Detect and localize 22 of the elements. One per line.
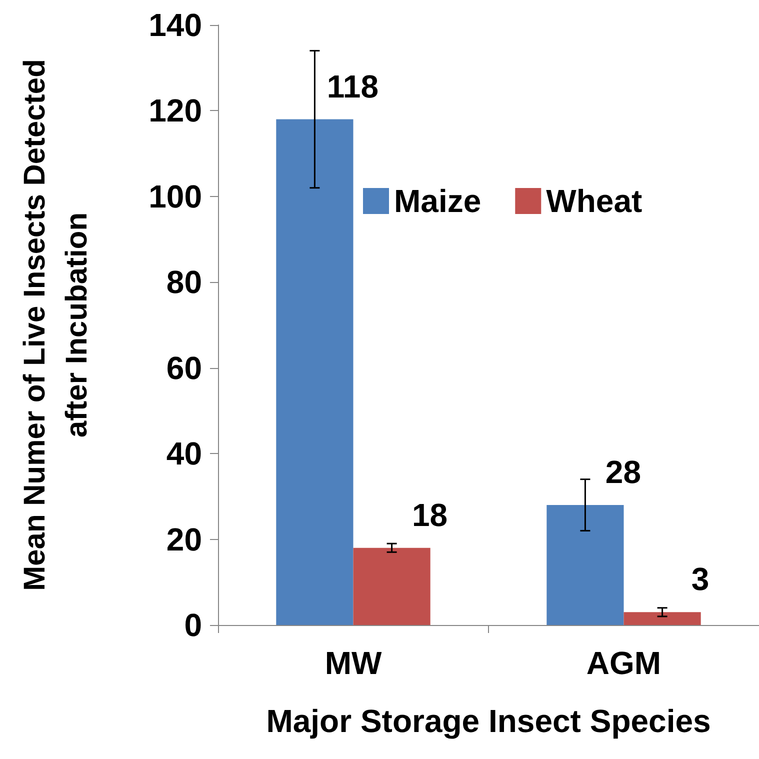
legend-label: Wheat — [546, 183, 642, 219]
data-label: 3 — [691, 561, 710, 598]
y-tick-label: 60 — [166, 350, 202, 386]
bar — [276, 119, 354, 625]
data-label: 28 — [605, 454, 641, 490]
y-tick-label: 120 — [148, 92, 202, 129]
bar — [624, 612, 701, 625]
y-tick-label: 0 — [184, 607, 202, 643]
y-tick-label: 140 — [148, 7, 202, 43]
data-label: 18 — [412, 496, 448, 533]
legend-label: Maize — [394, 183, 482, 219]
x-axis-title: Major Storage Insect Species — [266, 703, 711, 739]
x-tick-label: AGM — [586, 645, 662, 681]
y-tick-label: 100 — [148, 178, 202, 214]
bar — [546, 505, 624, 625]
x-tick-label: MW — [324, 645, 382, 681]
y-tick-label: 80 — [166, 264, 202, 300]
y-tick-label: 20 — [166, 521, 202, 558]
y-axis-title: Mean Numer of Live Insects Detected after Incubation — [18, 59, 94, 591]
bar — [353, 548, 430, 625]
data-label: 118 — [326, 68, 379, 104]
y-tick-label: 40 — [166, 436, 202, 472]
